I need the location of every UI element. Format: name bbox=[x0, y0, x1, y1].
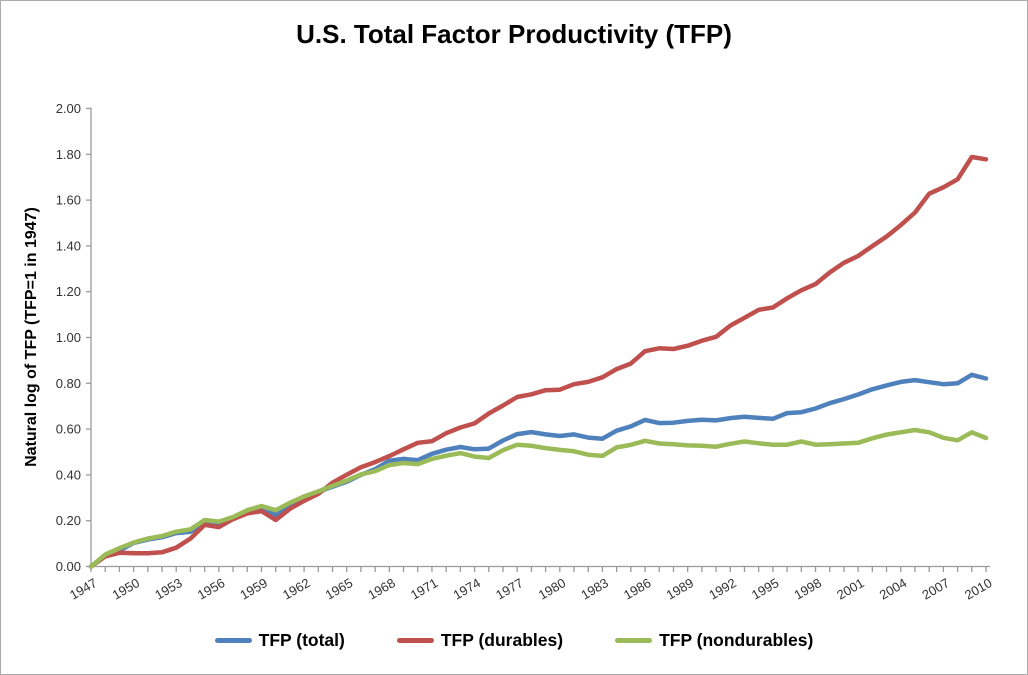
y-tick-label: 0.80 bbox=[56, 376, 81, 391]
y-tick-label: 0.20 bbox=[56, 513, 81, 528]
x-tick-label: 1983 bbox=[578, 575, 611, 602]
y-tick-label: 1.20 bbox=[56, 284, 81, 299]
x-tick-label: 1968 bbox=[365, 575, 398, 602]
legend-item-tfp-durables: TFP (durables) bbox=[396, 630, 564, 651]
y-tick-label: 1.00 bbox=[56, 330, 81, 345]
x-tick-label: 1986 bbox=[621, 575, 654, 602]
x-tick-label: 2004 bbox=[877, 575, 910, 602]
x-tick-label: 1953 bbox=[152, 575, 185, 602]
y-tick-label: 2.00 bbox=[56, 101, 81, 116]
y-axis-title: Natural log of TFP (TFP=1 in 1947) bbox=[23, 207, 40, 467]
x-tick-label: 1989 bbox=[664, 575, 697, 602]
x-tick-label: 1962 bbox=[280, 575, 313, 602]
x-tick-label: 1965 bbox=[323, 575, 356, 602]
legend-item-tfp-total: TFP (total) bbox=[214, 630, 345, 651]
x-tick-label: 1995 bbox=[749, 575, 782, 602]
x-tick-label: 2007 bbox=[919, 575, 952, 602]
chart-legend: TFP (total) TFP (durables) TFP (nondurab… bbox=[1, 630, 1027, 651]
x-tick-label: 2010 bbox=[962, 575, 995, 602]
x-tick-label: 1977 bbox=[493, 575, 526, 602]
legend-label-tfp-durables: TFP (durables) bbox=[440, 630, 564, 650]
x-tick-label: 1947 bbox=[67, 575, 100, 602]
x-tick-label: 1974 bbox=[451, 575, 484, 602]
y-tick-label: 1.80 bbox=[56, 147, 81, 162]
x-tick-label: 1992 bbox=[706, 575, 739, 602]
x-tick-label: 1980 bbox=[536, 575, 569, 602]
y-tick-label: 1.40 bbox=[56, 238, 81, 253]
x-tick-label: 1998 bbox=[791, 575, 824, 602]
legend-item-tfp-nondurables: TFP (nondurables) bbox=[615, 630, 813, 651]
series-line-tfp-total bbox=[88, 372, 989, 569]
legend-swatch-tfp-durables-icon bbox=[396, 637, 434, 644]
x-tick-label: 1956 bbox=[195, 575, 228, 602]
series-line-tfp-nondurables bbox=[88, 427, 989, 569]
x-tick-label: 2001 bbox=[834, 575, 867, 602]
x-tick-label: 1959 bbox=[237, 575, 270, 602]
y-tick-label: 0.00 bbox=[56, 559, 81, 574]
legend-swatch-tfp-total-icon bbox=[214, 637, 252, 644]
legend-swatch-tfp-nondurables-icon bbox=[615, 637, 653, 644]
y-tick-label: 1.60 bbox=[56, 193, 81, 208]
chart-title: U.S. Total Factor Productivity (TFP) bbox=[296, 19, 732, 49]
x-tick-label: 1950 bbox=[110, 575, 143, 602]
x-tick-label: 1971 bbox=[408, 575, 441, 602]
y-tick-label: 0.60 bbox=[56, 422, 81, 437]
legend-label-tfp-total: TFP (total) bbox=[258, 630, 345, 650]
legend-label-tfp-nondurables: TFP (nondurables) bbox=[659, 630, 814, 650]
y-tick-label: 0.40 bbox=[56, 467, 81, 482]
series-line-tfp-durables bbox=[88, 154, 989, 569]
